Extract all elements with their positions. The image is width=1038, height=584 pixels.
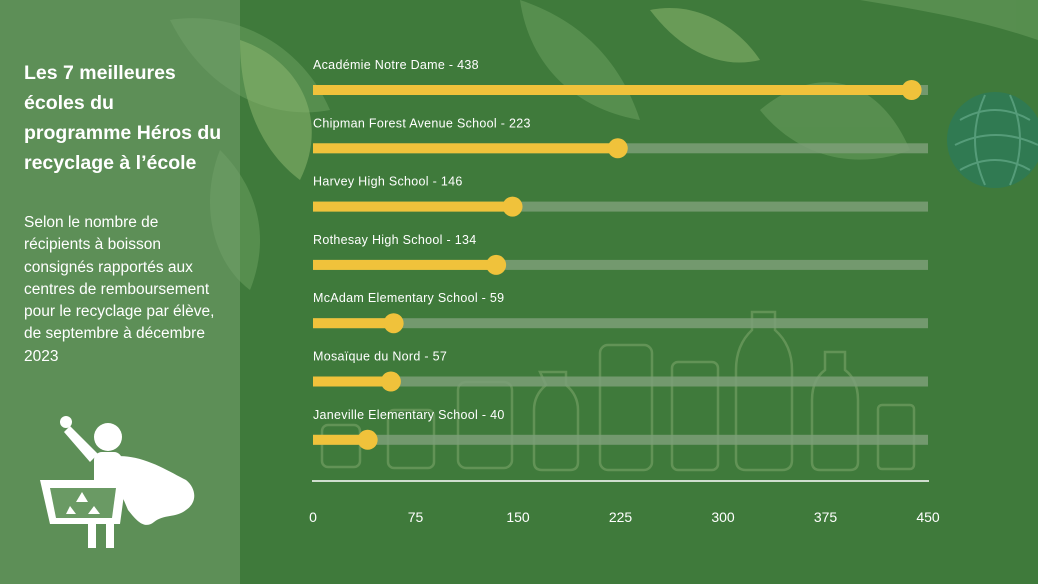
x-tick-label: 75: [408, 509, 424, 525]
x-tick-label: 150: [506, 509, 530, 525]
bar-label: Janeville Elementary School - 40: [313, 408, 505, 422]
bar-track: [313, 201, 928, 212]
x-axis-ticks: 0 75 150 225 300 375 450: [309, 509, 940, 525]
bar-end-marker: [607, 138, 628, 159]
bar-track: [313, 318, 928, 329]
bar-row: McAdam Elementary School - 59: [313, 291, 928, 334]
bar-end-marker: [357, 429, 378, 450]
bar-fill: [313, 434, 368, 445]
bar-row: Janeville Elementary School - 40: [313, 408, 928, 450]
bar-end-marker: [502, 196, 523, 217]
bar-fill: [313, 259, 497, 270]
bar-label: Rothesay High School - 134: [313, 233, 476, 247]
bar-label: Mosaïque du Nord - 57: [313, 350, 447, 364]
bar-label: McAdam Elementary School - 59: [313, 291, 504, 305]
bar-row: Rothesay High School - 134: [313, 233, 928, 275]
bar-row: Académie Notre Dame - 438: [313, 58, 928, 100]
bar-fill: [313, 85, 912, 95]
bar-label: Académie Notre Dame - 438: [313, 58, 479, 72]
bar-end-marker: [380, 371, 401, 392]
bar-fill: [313, 143, 618, 154]
x-tick-label: 375: [814, 509, 838, 525]
bar-row: Mosaïque du Nord - 57: [313, 350, 928, 392]
bar-fill: [313, 318, 394, 329]
bars-group: Académie Notre Dame - 438 Chipman Forest …: [313, 58, 928, 450]
bar-label: Harvey High School - 146: [313, 175, 463, 189]
bar-track: [313, 376, 928, 387]
bar-track: [313, 434, 928, 445]
bar-fill: [313, 201, 513, 212]
chart-title: Les 7 meilleures écoles du programme Hér…: [24, 62, 222, 174]
bar-fill: [313, 376, 391, 387]
bar-row: Chipman Forest Avenue School - 223: [313, 116, 928, 159]
chart-subtitle: Selon le nombre de récipients à boisson …: [24, 214, 215, 365]
bar-end-marker: [901, 80, 922, 100]
recycling-hero-icon: [40, 416, 195, 548]
bar-track: [313, 259, 928, 270]
side-panel: Les 7 meilleures écoles du programme Hér…: [0, 0, 240, 584]
x-tick-label: 0: [309, 509, 317, 525]
x-tick-label: 300: [711, 509, 735, 525]
x-tick-label: 450: [916, 509, 940, 525]
bar-end-marker: [383, 313, 404, 334]
x-tick-label: 225: [609, 509, 633, 525]
bar-label: Chipman Forest Avenue School - 223: [313, 116, 531, 130]
bar-row: Harvey High School - 146: [313, 175, 928, 217]
bar-end-marker: [486, 254, 507, 275]
